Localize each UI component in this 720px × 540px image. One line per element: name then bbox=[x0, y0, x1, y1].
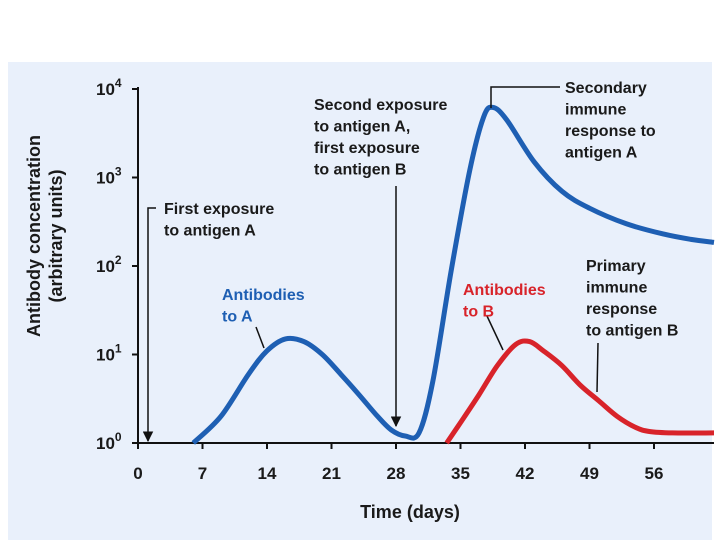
y-tick-label: 102 bbox=[96, 253, 122, 276]
primary-response-label: Primary immune response to antigen B bbox=[586, 258, 678, 340]
y-tick-label: 104 bbox=[96, 76, 122, 99]
x-tick-label: 0 bbox=[133, 464, 142, 483]
secondary-response-leader bbox=[490, 86, 560, 108]
y-axis-title: Antibody concentration (arbitrary units) bbox=[24, 135, 66, 337]
series-line-1 bbox=[444, 338, 715, 445]
chart-background bbox=[8, 62, 712, 540]
secondary-response-label: Secondary immune response to antigen A bbox=[565, 80, 656, 162]
antibodies-b-leader bbox=[486, 315, 504, 351]
x-tick-label: 35 bbox=[451, 464, 470, 483]
x-tick-label: 42 bbox=[516, 464, 535, 483]
second-exposure-label: Second exposure to antigen A, first exposu… bbox=[314, 97, 447, 179]
series-line-0 bbox=[191, 104, 715, 445]
y-tick-label: 103 bbox=[96, 165, 122, 188]
x-tick-label: 14 bbox=[258, 464, 277, 483]
primary-response-leader bbox=[596, 342, 599, 393]
x-tick-label: 21 bbox=[322, 464, 341, 483]
antibodies-a-label: Antibodies to A bbox=[222, 287, 305, 326]
antibodies-b-label: Antibodies to B bbox=[463, 282, 546, 321]
first-exposure-arrow bbox=[142, 207, 156, 443]
x-tick-label: 7 bbox=[198, 464, 207, 483]
x-axis-title: Time (days) bbox=[360, 502, 460, 522]
x-tick-label: 49 bbox=[580, 464, 599, 483]
y-tick-label: 101 bbox=[96, 342, 122, 365]
x-tick-label: 28 bbox=[387, 464, 406, 483]
antibodies-a-leader bbox=[255, 326, 265, 349]
x-tick-label: 56 bbox=[645, 464, 664, 483]
first-exposure-label: First exposure to antigen A bbox=[164, 201, 274, 240]
y-tick-label: 100 bbox=[96, 430, 122, 453]
